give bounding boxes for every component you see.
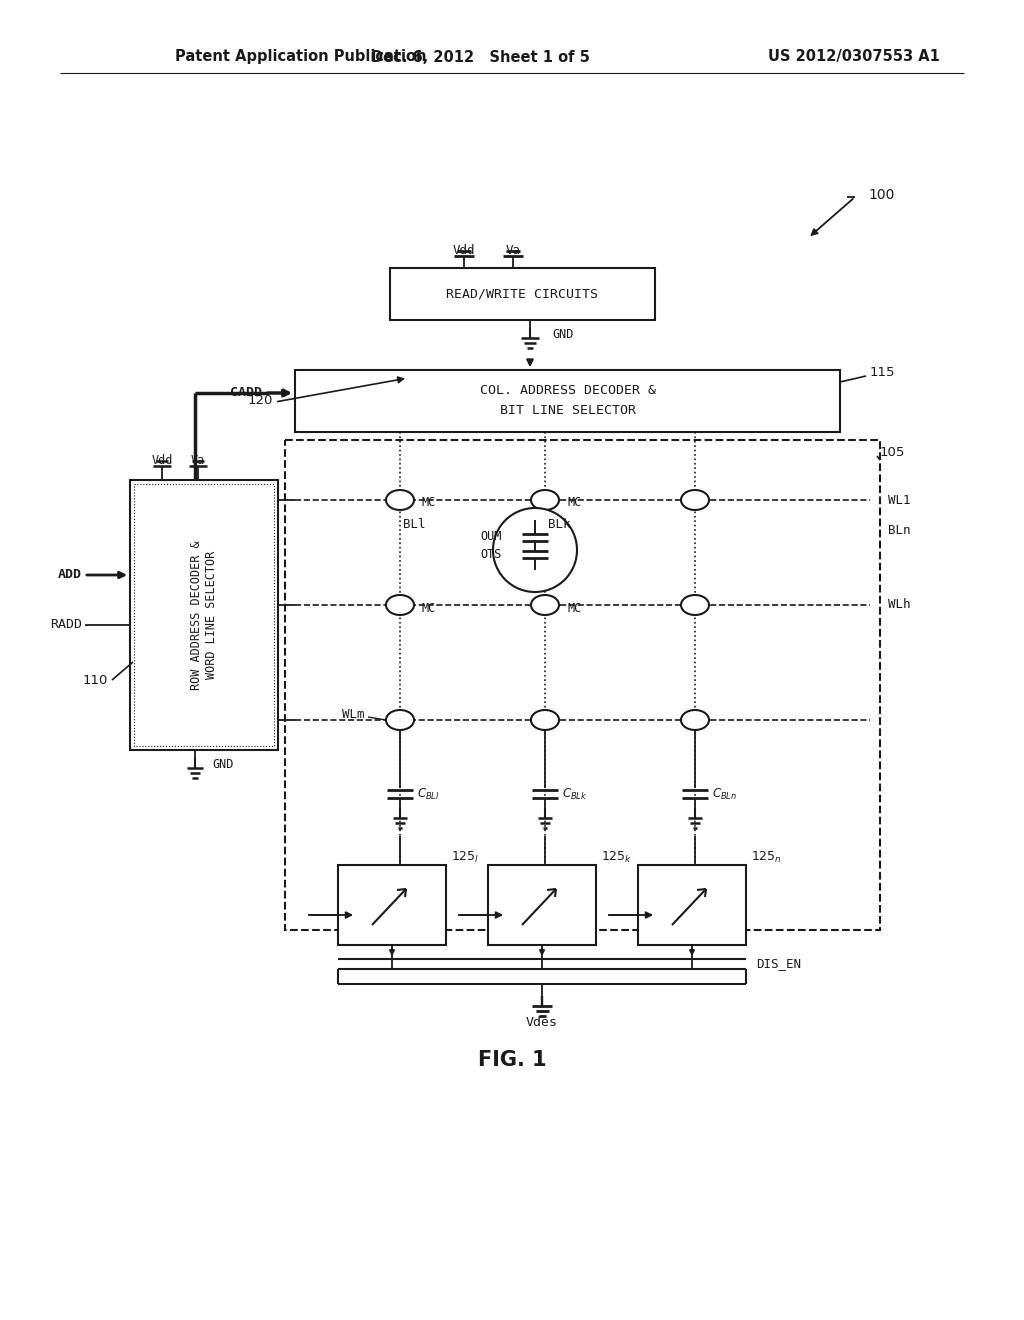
Text: ADD: ADD [58, 569, 82, 582]
Ellipse shape [681, 595, 709, 615]
Ellipse shape [386, 710, 414, 730]
Text: 100: 100 [868, 187, 894, 202]
Ellipse shape [386, 490, 414, 510]
Text: MC: MC [567, 496, 582, 510]
Text: WLh: WLh [888, 598, 910, 611]
Text: DIS_EN: DIS_EN [756, 957, 801, 970]
Text: $125_l$: $125_l$ [451, 850, 479, 865]
Text: $C_{BLk}$: $C_{BLk}$ [562, 787, 588, 801]
Text: OUM: OUM [480, 531, 502, 544]
Text: MC: MC [567, 602, 582, 615]
Text: $C_{BLn}$: $C_{BLn}$ [712, 787, 737, 801]
Text: Va: Va [506, 243, 520, 256]
Text: BLk: BLk [548, 519, 570, 532]
Ellipse shape [681, 710, 709, 730]
Text: GND: GND [552, 327, 573, 341]
Ellipse shape [531, 710, 559, 730]
Bar [338, 865, 446, 945]
Text: $125_n$: $125_n$ [751, 850, 782, 865]
Text: WLm: WLm [342, 708, 365, 721]
Text: 105: 105 [880, 446, 905, 459]
Ellipse shape [386, 595, 414, 615]
Circle shape [493, 508, 577, 591]
Bar [390, 268, 655, 319]
Bar [295, 370, 840, 432]
Text: FIG. 1: FIG. 1 [477, 1049, 547, 1071]
Text: COL. ADDRESS DECODER &: COL. ADDRESS DECODER & [479, 384, 655, 397]
Ellipse shape [531, 490, 559, 510]
Bar [488, 865, 596, 945]
Text: Vdd: Vdd [453, 243, 475, 256]
Text: BLl: BLl [403, 519, 426, 532]
Text: Patent Application Publication: Patent Application Publication [175, 49, 427, 65]
Text: READ/WRITE CIRCUITS: READ/WRITE CIRCUITS [446, 288, 598, 301]
Ellipse shape [681, 490, 709, 510]
Text: ROW ADDRESS DECODER &
WORD LINE SELECTOR: ROW ADDRESS DECODER & WORD LINE SELECTOR [190, 540, 218, 690]
Text: Vdes: Vdes [526, 1015, 558, 1028]
Ellipse shape [531, 595, 559, 615]
Text: MC: MC [422, 602, 436, 615]
Text: 110: 110 [83, 673, 108, 686]
Bar [638, 865, 746, 945]
Text: Vdd: Vdd [152, 454, 173, 466]
Text: BIT LINE SELECTOR: BIT LINE SELECTOR [500, 404, 636, 417]
Text: WL1: WL1 [888, 494, 910, 507]
Text: BLn: BLn [888, 524, 910, 536]
Bar [285, 440, 880, 931]
Text: GND: GND [212, 758, 233, 771]
Text: OTS: OTS [480, 549, 502, 561]
Text: RADD: RADD [50, 619, 82, 631]
Text: US 2012/0307553 A1: US 2012/0307553 A1 [768, 49, 940, 65]
Text: CADD: CADD [230, 387, 262, 400]
Text: $C_{BLl}$: $C_{BLl}$ [417, 787, 439, 801]
Text: Va: Va [190, 454, 205, 466]
Text: $125_k$: $125_k$ [601, 850, 633, 865]
Text: Dec. 6, 2012   Sheet 1 of 5: Dec. 6, 2012 Sheet 1 of 5 [371, 49, 590, 65]
Text: MC: MC [422, 496, 436, 510]
Bar [134, 484, 274, 746]
Text: 115: 115 [870, 367, 896, 380]
Text: 120: 120 [248, 393, 273, 407]
Bar [130, 480, 278, 750]
